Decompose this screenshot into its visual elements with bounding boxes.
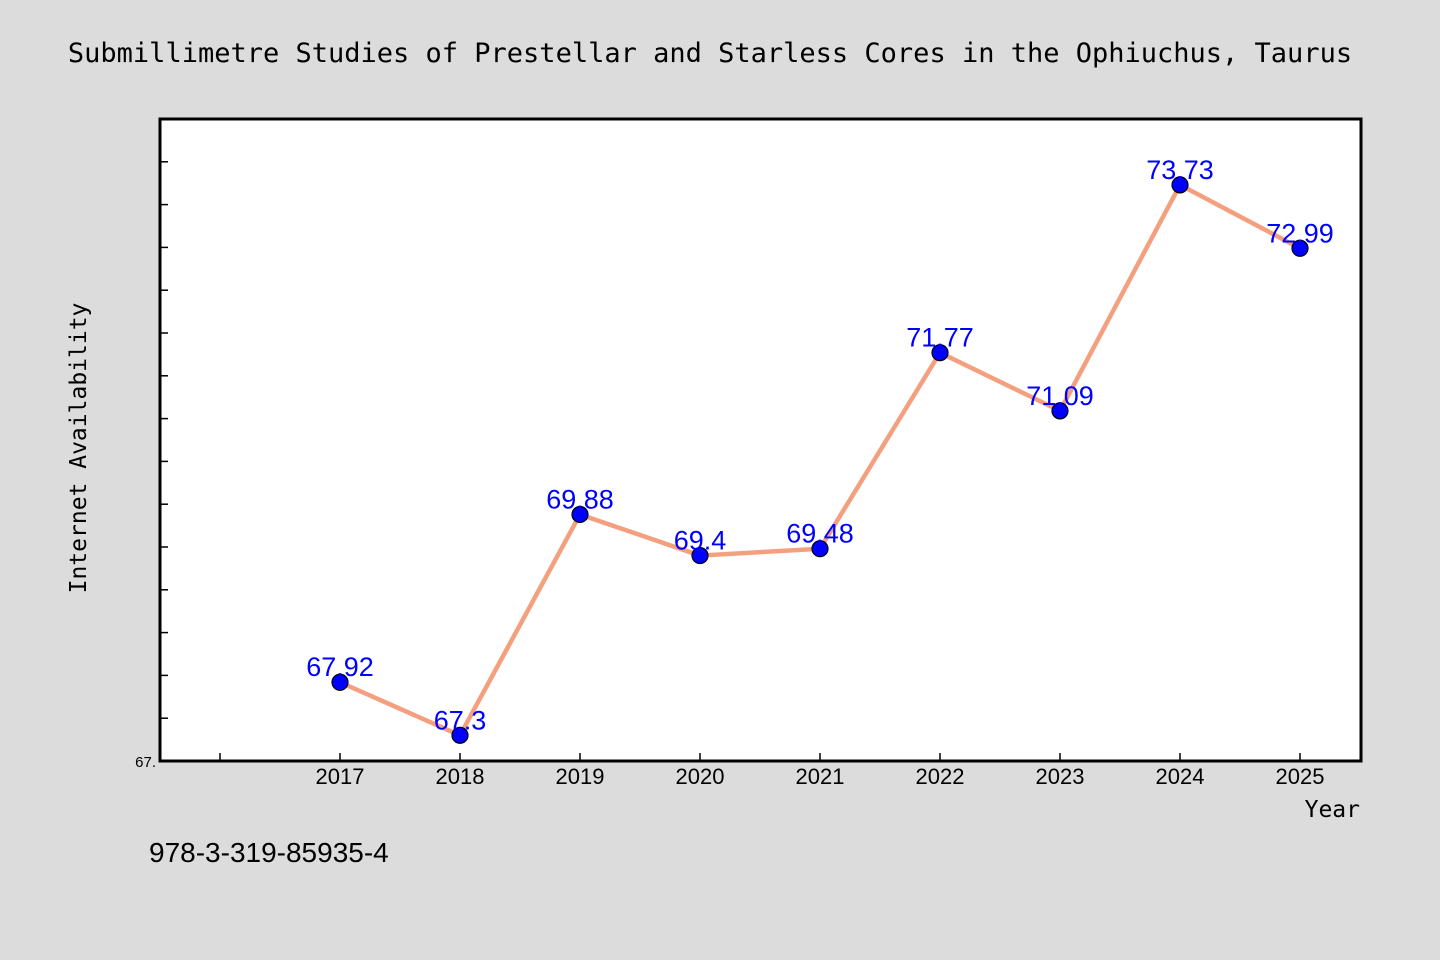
data-label: 69.48 <box>786 519 854 549</box>
x-tick-label: 2022 <box>916 764 965 789</box>
x-axis-tick-labels: 2017 2018 2019 2020 2021 2022 2023 2024 2025 <box>316 764 1325 789</box>
chart-title: Submillimetre Studies of Prestellar and … <box>68 38 1352 69</box>
data-label: 67.3 <box>434 705 487 735</box>
data-label: 69.88 <box>546 484 614 514</box>
data-point <box>1051 402 1069 420</box>
data-point <box>811 540 829 558</box>
x-tick-label: 2017 <box>316 764 365 789</box>
data-label: 72.99 <box>1266 218 1334 248</box>
data-point <box>331 673 349 691</box>
data-point <box>691 546 709 565</box>
data-label: 69.4 <box>674 526 727 556</box>
plot-area <box>160 119 1361 761</box>
x-tick-label: 2020 <box>676 764 725 789</box>
plot-frame <box>158 117 1363 763</box>
x-tick-label: 2024 <box>1156 764 1205 789</box>
data-point <box>1291 239 1309 257</box>
isbn-footnote: 978-3-319-85935-4 <box>149 837 389 868</box>
y-tick-label: 67. <box>135 754 156 771</box>
y-axis-tick-labels: 67. <box>135 754 156 771</box>
data-point <box>571 505 589 524</box>
data-label: 73.73 <box>1146 155 1214 185</box>
data-label: 71.09 <box>1026 381 1094 411</box>
y-axis-label: Internet Availability <box>66 303 92 594</box>
x-tick-label: 2023 <box>1036 764 1085 789</box>
data-point <box>931 344 949 362</box>
x-tick-label: 2021 <box>796 764 845 789</box>
data-labels: 67.92 67.3 69.88 69.4 69.48 71.77 71.09 73.73 72… <box>306 155 1334 735</box>
data-point <box>451 726 469 744</box>
data-label: 67.92 <box>306 652 374 682</box>
x-tick-label: 2018 <box>436 764 485 789</box>
series-group <box>331 176 1309 744</box>
data-point <box>1171 176 1189 194</box>
x-tick-label: 2025 <box>1276 764 1325 789</box>
x-axis-label: Year <box>1305 797 1360 823</box>
x-tick-label: 2019 <box>556 764 605 789</box>
data-label: 71.77 <box>906 323 974 353</box>
